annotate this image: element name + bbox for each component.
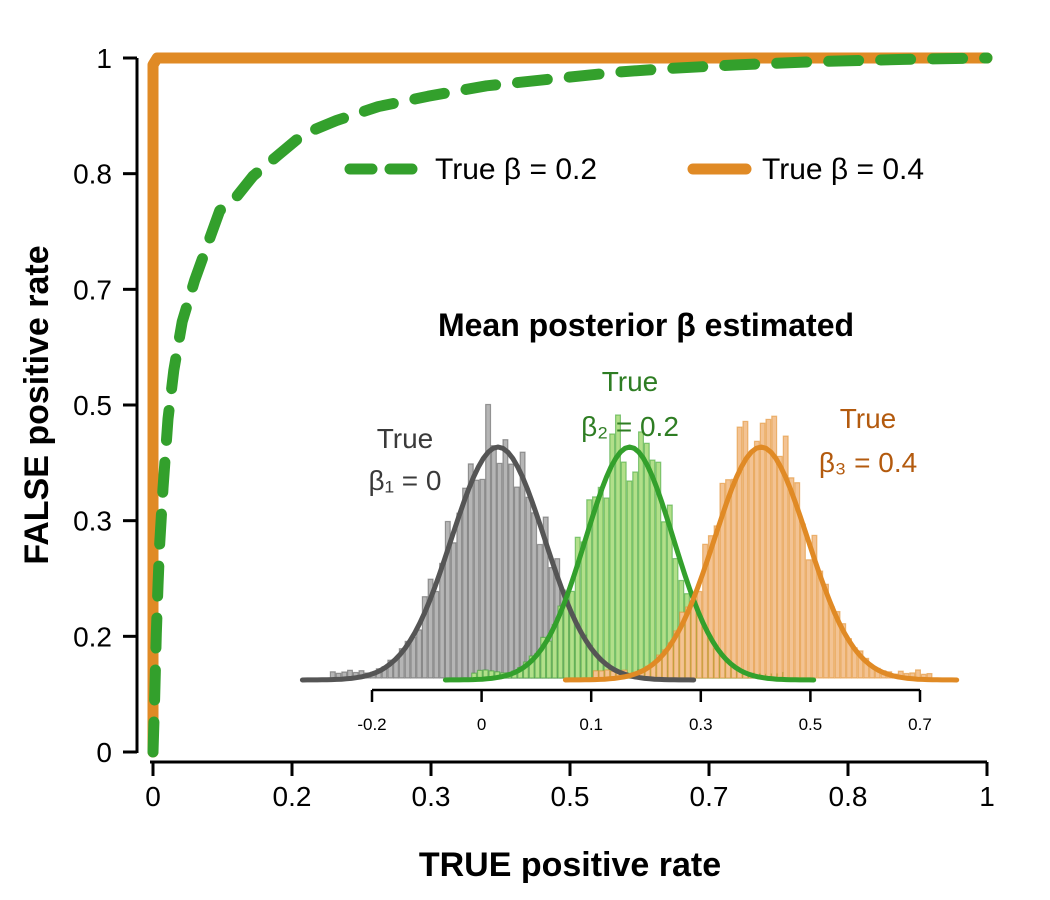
histogram-bar-2 bbox=[632, 471, 639, 679]
histogram-bar-1 bbox=[508, 463, 515, 679]
histogram-bar-1 bbox=[387, 659, 394, 679]
inset-annotation-3-line1: True bbox=[840, 403, 897, 434]
histogram-bar-3 bbox=[840, 623, 847, 679]
x-tick-label: 0.8 bbox=[829, 781, 868, 812]
histogram-bar-3 bbox=[725, 479, 732, 679]
x-tick-label: 0 bbox=[145, 781, 161, 812]
histogram-bar-3 bbox=[828, 606, 835, 679]
y-tick-label: 0 bbox=[96, 737, 112, 768]
histogram-bar-3 bbox=[730, 478, 737, 679]
histogram-bar-3 bbox=[719, 482, 726, 679]
histogram-bar-2 bbox=[545, 640, 552, 679]
histogram-bar-1 bbox=[456, 512, 463, 679]
density-curve-3 bbox=[562, 444, 960, 683]
histogram-bar-1 bbox=[502, 439, 509, 679]
x-tick-label: 0.5 bbox=[551, 781, 590, 812]
histogram-bar-1 bbox=[421, 596, 428, 679]
histogram-bar-1 bbox=[513, 486, 520, 679]
inset-annotation-1-line2: β₁ = 0 bbox=[368, 465, 441, 496]
roc-curve-beta-0-2 bbox=[147, 52, 993, 758]
inset-annotation-2-line1: True bbox=[602, 366, 659, 397]
histogram-bar-2 bbox=[540, 636, 547, 679]
x-tick-label: 0.7 bbox=[690, 781, 729, 812]
main-ticks: 0 0.2 0.3 0.5 0.7 0.8 1 0 0.2 0.3 0.5 0.7 0.8 1 bbox=[73, 43, 995, 812]
density-curve-2 bbox=[442, 444, 817, 683]
inset-x-tick-label: -0.2 bbox=[357, 715, 386, 734]
inset-curves bbox=[299, 444, 960, 683]
histogram-bar-2 bbox=[626, 480, 633, 679]
y-tick-label: 0.2 bbox=[73, 621, 112, 652]
histogram-bar-3 bbox=[776, 455, 783, 679]
x-tick-label: 0.3 bbox=[412, 781, 451, 812]
histogram-bar-1 bbox=[416, 629, 423, 679]
histogram-bar-1 bbox=[479, 478, 486, 679]
inset-x-tick-label: 0.7 bbox=[908, 715, 932, 734]
histogram-bar-3 bbox=[788, 477, 795, 679]
histogram-bar-1 bbox=[467, 463, 474, 679]
x-axis-title: TRUE positive rate bbox=[419, 846, 721, 884]
legend: True β = 0.2 True β = 0.4 bbox=[344, 153, 924, 186]
histogram-bar-1 bbox=[525, 496, 532, 679]
histogram-bar-1 bbox=[433, 590, 440, 679]
histogram-bar-1 bbox=[473, 479, 480, 679]
histogram-bar-2 bbox=[637, 431, 644, 679]
histogram-bar-2 bbox=[649, 459, 656, 679]
histogram-bar-2 bbox=[580, 541, 587, 679]
y-tick-label: 0.5 bbox=[73, 390, 112, 421]
inset-histogram: Mean posterior β estimated -0.2 0 0.1 0.3 0.… bbox=[299, 307, 960, 734]
y-tick-label: 0.8 bbox=[73, 159, 112, 190]
histogram-bar-1 bbox=[427, 578, 434, 679]
inset-x-tick-label: 0 bbox=[477, 715, 486, 734]
inset-x-tick-label: 0.5 bbox=[799, 715, 823, 734]
histogram-bar-3 bbox=[759, 422, 766, 679]
histogram-bar-1 bbox=[410, 636, 417, 679]
histogram-bar-1 bbox=[490, 445, 497, 679]
inset-annotation-2-line2: β₂ = 0.2 bbox=[581, 411, 679, 442]
histogram-bar-2 bbox=[597, 486, 604, 679]
main-series bbox=[147, 52, 993, 758]
histogram-bar-3 bbox=[753, 440, 760, 679]
histogram-bar-1 bbox=[439, 562, 446, 679]
y-tick-label: 0.7 bbox=[73, 274, 112, 305]
histogram-bar-3 bbox=[805, 559, 812, 679]
histogram-bar-3 bbox=[736, 426, 743, 679]
histogram-bar-2 bbox=[620, 461, 627, 679]
histogram-bar-2 bbox=[643, 442, 650, 679]
histogram-bar-1 bbox=[496, 462, 503, 679]
histogram-bar-3 bbox=[713, 525, 720, 679]
y-axis-title: FALSE positive rate bbox=[18, 245, 56, 564]
histogram-bar-3 bbox=[696, 590, 703, 679]
x-tick-label: 0.2 bbox=[273, 781, 312, 812]
histogram-bar-3 bbox=[592, 670, 599, 679]
histogram-bar-2 bbox=[528, 655, 535, 679]
histogram-bar-3 bbox=[857, 650, 864, 679]
inset-x-tick-label: 0.3 bbox=[689, 715, 713, 734]
roc-curve-beta-0-4 bbox=[147, 52, 993, 758]
histogram-bar-3 bbox=[748, 451, 755, 679]
inset-ticks: -0.2 0 0.1 0.3 0.5 0.7 bbox=[357, 690, 932, 734]
histogram-bar-1 bbox=[485, 403, 492, 679]
y-tick-label: 0.3 bbox=[73, 506, 112, 537]
histogram-bar-3 bbox=[742, 420, 749, 679]
histogram-bar-3 bbox=[702, 543, 709, 679]
histogram-bar-3 bbox=[834, 610, 841, 679]
histogram-bar-3 bbox=[799, 523, 806, 679]
histogram-bar-2 bbox=[603, 497, 610, 679]
histogram-bar-3 bbox=[707, 535, 714, 679]
legend-label-beta-0-2: True β = 0.2 bbox=[435, 153, 597, 186]
x-tick-label: 1 bbox=[979, 781, 995, 812]
inset-annotation-1-line1: True bbox=[377, 423, 434, 454]
histogram-bar-1 bbox=[462, 487, 469, 679]
histogram-bar-3 bbox=[765, 418, 772, 679]
y-tick-label: 1 bbox=[96, 43, 112, 74]
histogram-bar-1 bbox=[450, 542, 457, 679]
inset-x-tick-label: 0.1 bbox=[579, 715, 603, 734]
inset-annotations: True β₁ = 0 True β₂ = 0.2 True β₃ = 0.4 bbox=[368, 366, 917, 496]
inset-annotation-3-line2: β₃ = 0.4 bbox=[819, 447, 917, 478]
histogram-bar-3 bbox=[822, 583, 829, 679]
legend-label-beta-0-4: True β = 0.4 bbox=[762, 153, 924, 186]
inset-title: Mean posterior β estimated bbox=[438, 307, 854, 343]
